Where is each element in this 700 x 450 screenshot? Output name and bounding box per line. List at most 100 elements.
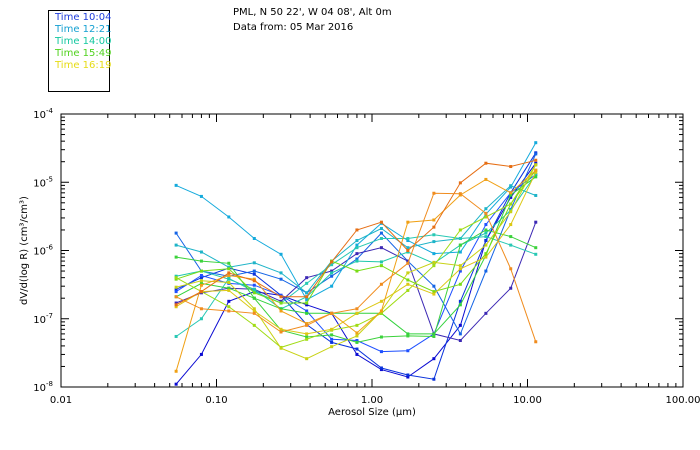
- data-point: [305, 281, 309, 285]
- data-point: [406, 220, 410, 224]
- data-point: [534, 158, 538, 162]
- data-point: [432, 377, 436, 381]
- data-point: [330, 333, 334, 337]
- data-point: [279, 330, 283, 334]
- data-point: [406, 278, 410, 282]
- data-point: [509, 195, 513, 199]
- data-point: [355, 252, 359, 256]
- data-point: [199, 317, 203, 321]
- data-point: [252, 309, 256, 313]
- data-point: [174, 255, 178, 259]
- data-point: [199, 352, 203, 356]
- data-point: [305, 276, 309, 280]
- data-point: [355, 246, 359, 250]
- data-point: [330, 263, 334, 267]
- data-point: [330, 337, 334, 341]
- data-point: [432, 332, 436, 336]
- data-point: [534, 246, 538, 250]
- data-point: [252, 272, 256, 276]
- data-point: [279, 277, 283, 281]
- data-point: [484, 215, 488, 219]
- data-point: [406, 236, 410, 240]
- data-point: [432, 334, 436, 338]
- date-line: Data from: 05 Mar 2016: [233, 22, 354, 33]
- data-point: [174, 231, 178, 235]
- data-point: [484, 243, 488, 247]
- data-point: [534, 220, 538, 224]
- data-point: [406, 261, 410, 265]
- data-point: [509, 165, 513, 169]
- data-point: [534, 163, 538, 167]
- data-point: [330, 345, 334, 349]
- data-point: [199, 194, 203, 198]
- data-point: [406, 282, 410, 286]
- data-point: [227, 277, 231, 281]
- data-point: [305, 301, 309, 305]
- data-point: [227, 305, 231, 309]
- data-point: [406, 259, 410, 263]
- data-point: [406, 334, 410, 338]
- data-point: [174, 183, 178, 187]
- data-point: [305, 335, 309, 339]
- data-point: [355, 339, 359, 343]
- data-point: [355, 269, 359, 273]
- data-point: [305, 309, 309, 313]
- data-point: [199, 269, 203, 273]
- data-point: [355, 323, 359, 327]
- data-point: [432, 292, 436, 296]
- data-point: [305, 357, 309, 361]
- data-point: [484, 252, 488, 256]
- data-point: [379, 368, 383, 372]
- data-point: [432, 240, 436, 244]
- data-point: [379, 350, 383, 354]
- data-point: [458, 303, 462, 307]
- data-point: [174, 369, 178, 373]
- data-point: [509, 191, 513, 195]
- y-tick-label: 10-6: [33, 244, 53, 258]
- y-tick-label: 10-7: [33, 312, 53, 326]
- data-point: [406, 349, 410, 353]
- data-point: [252, 296, 256, 300]
- data-point: [227, 288, 231, 292]
- data-point: [509, 223, 513, 227]
- data-point: [279, 327, 283, 331]
- data-point: [330, 274, 334, 278]
- x-axis-label: Aerosol Size (μm): [328, 407, 416, 418]
- data-point: [174, 303, 178, 307]
- data-point: [330, 327, 334, 331]
- data-point: [509, 210, 513, 214]
- location-line: PML, N 50 22', W 04 08', Alt 0m: [233, 7, 392, 18]
- series-line: [175, 164, 537, 348]
- data-point: [355, 259, 359, 263]
- data-point: [484, 207, 488, 211]
- data-point: [330, 340, 334, 344]
- data-point: [458, 228, 462, 232]
- data-point: [534, 340, 538, 344]
- data-point: [458, 323, 462, 327]
- data-point: [252, 261, 256, 265]
- data-point: [227, 261, 231, 265]
- x-tick-label: 1.00: [361, 395, 383, 406]
- data-point: [534, 252, 538, 256]
- data-point: [484, 269, 488, 273]
- legend-entry-1: Time 10:04: [55, 12, 112, 23]
- data-point: [305, 291, 309, 295]
- x-tick-label: 100.00: [666, 395, 700, 406]
- data-point: [279, 252, 283, 256]
- data-point: [252, 279, 256, 283]
- x-tick-label: 0.10: [205, 395, 227, 406]
- data-point: [406, 271, 410, 275]
- data-point: [330, 271, 334, 275]
- data-point: [534, 170, 538, 174]
- data-point: [432, 357, 436, 361]
- series-13: [174, 163, 538, 349]
- data-point: [484, 211, 488, 215]
- data-point: [432, 264, 436, 268]
- data-point: [484, 177, 488, 181]
- series-15: [174, 170, 538, 336]
- data-point: [227, 299, 231, 303]
- data-point: [432, 191, 436, 195]
- data-point: [509, 208, 513, 212]
- data-point: [534, 168, 538, 172]
- y-tick-label: 10-8: [33, 380, 53, 394]
